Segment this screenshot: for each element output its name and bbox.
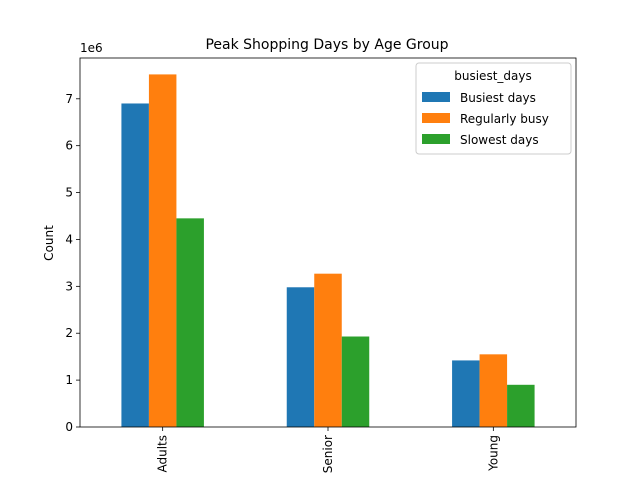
bar-slowest-days-senior	[341, 336, 370, 427]
plot-frame	[79, 57, 577, 428]
chart-title: Peak Shopping Days by Age Group	[205, 37, 448, 53]
y-tick-label-0: 0	[65, 420, 73, 434]
y-tick-label-7: 7	[65, 92, 73, 106]
legend-swatch-slowest-days	[422, 134, 450, 144]
legend-swatch-regularly-busy	[422, 113, 450, 123]
y-tick-label-1: 1	[65, 373, 73, 387]
y-tick-label-6: 6	[65, 139, 73, 153]
bar-busiest-days-young	[452, 360, 480, 427]
y-tick-label-2: 2	[65, 326, 73, 340]
bar-busiest-days-adults	[121, 103, 149, 427]
bar-regularly-busy-young	[479, 354, 508, 427]
bar-regularly-busy-adults	[148, 74, 177, 427]
bar-slowest-days-young	[507, 384, 535, 427]
bars-layer	[121, 74, 535, 427]
legend-label-regularly-busy: Regularly busy	[460, 112, 549, 126]
legend-label-slowest-days: Slowest days	[460, 133, 539, 147]
bar-busiest-days-senior	[286, 287, 315, 427]
axes-layer: Adults Senior Young 0 1 2 3 4 5 6 7	[65, 57, 577, 473]
legend-title: busiest_days	[454, 69, 531, 83]
x-tick-label-adults: Adults	[156, 435, 170, 473]
legend-frame	[415, 62, 572, 155]
y-tick-label-3: 3	[65, 279, 73, 293]
legend: busiest_days Busiest days Regularly busy S…	[415, 62, 572, 155]
y-axis-label: Count	[42, 225, 56, 261]
y-scale-label: 1e6	[80, 41, 103, 55]
y-tick-label-4: 4	[65, 232, 73, 246]
x-tick-label-young: Young	[486, 435, 500, 472]
bar-regularly-busy-senior	[314, 273, 342, 427]
legend-swatch-busiest-days	[422, 92, 450, 102]
legend-entries: Busiest days Regularly busy Slowest days	[422, 91, 549, 147]
y-tick-label-5: 5	[65, 186, 73, 200]
bar-slowest-days-adults	[176, 218, 204, 427]
legend-label-busiest-days: Busiest days	[460, 91, 536, 105]
x-tick-label-senior: Senior	[321, 435, 335, 473]
